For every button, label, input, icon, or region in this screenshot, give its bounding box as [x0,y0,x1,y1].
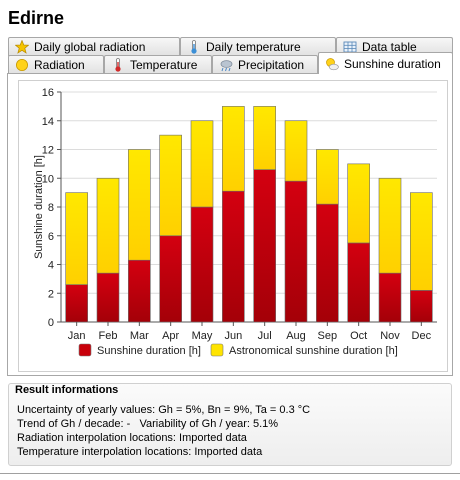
tab-label: Daily temperature [206,40,301,54]
x-tick-label: May [192,330,213,342]
tab-label: Temperature [130,58,198,72]
sunshine-duration-chart: 0 2 4 6 8 10 12 14 16 Sunshine duration [h] Jan Feb… [33,87,437,357]
bar-astronomical-sunshine [190,120,214,208]
y-tick-label: 14 [42,116,54,128]
bar-astronomical-sunshine [316,149,339,205]
tab-daily-global-radiation[interactable]: Daily global radiation [8,37,180,56]
bar-sunshine-duration [96,272,120,323]
sun-icon [15,58,29,72]
tab-label: Radiation [34,58,85,72]
divider [0,473,460,474]
result-title: Result informations [15,384,119,396]
x-tick-label: Jun [224,330,242,342]
y-tick-label: 8 [48,202,54,214]
bar-sunshine-duration [128,259,151,323]
legend-label: Sunshine duration [h] [97,345,201,357]
bar-astronomical-sunshine [378,177,402,274]
bar-sunshine-duration [347,242,370,323]
tab-daily-temperature[interactable]: Daily temperature [180,37,336,56]
bar-sunshine-duration [284,180,308,323]
bar-astronomical-sunshine [96,177,120,274]
x-tick-label: Aug [286,330,306,342]
y-tick-label: 10 [42,173,54,185]
tab-label: Daily global radiation [34,40,146,54]
y-tick-label: 6 [48,231,54,243]
tab-radiation[interactable]: Radiation [8,55,104,74]
y-tick-label: 12 [42,145,54,157]
sun-cloud-icon [325,57,339,71]
tab-precipitation[interactable]: Precipitation [212,55,318,74]
cloud-rain-icon [219,58,233,72]
bar-astronomical-sunshine [222,106,245,192]
x-tick-label: Apr [162,330,179,342]
tab-data-table[interactable]: Data table [336,37,453,56]
y-tick-label: 4 [48,260,54,272]
bar-sunshine-duration [222,190,245,323]
bar-astronomical-sunshine [410,192,433,291]
legend-swatch [210,343,224,357]
bar-sunshine-duration [159,235,182,323]
thermometer-icon [187,40,201,54]
x-tick-label: Nov [380,330,400,342]
result-informations-panel: Result informations Uncertainty of yearl… [8,383,452,466]
legend-swatch [78,343,92,357]
bar-sunshine-duration [378,272,402,323]
bar-sunshine-duration [190,206,214,323]
y-tick-label: 0 [48,317,54,329]
x-tick-label: Jan [68,330,86,342]
tab-label: Precipitation [238,58,305,72]
x-tick-label: Oct [350,330,367,342]
bar-sunshine-duration [253,169,276,323]
result-line-radiation-interp: Radiation interpolation locations: Impor… [17,432,247,444]
thermometer-icon [111,58,125,72]
bar-sunshine-duration [410,290,433,323]
x-tick-label: Dec [412,330,432,342]
bar-astronomical-sunshine [128,149,151,261]
tab-content-panel: 0 2 4 6 8 10 12 14 16 Sunshine duration [h] Jan Feb… [7,73,453,376]
bar-astronomical-sunshine [65,192,88,285]
result-line-uncertainty: Uncertainty of yearly values: Gh = 5%, B… [17,404,311,416]
chart-area: 0 2 4 6 8 10 12 14 16 Sunshine duration [h] Jan Feb… [18,80,448,372]
legend-label: Astronomical sunshine duration [h] [229,345,398,357]
tab-sunshine-duration[interactable]: Sunshine duration [318,52,453,74]
y-axis-title: Sunshine duration [h] [33,155,45,259]
x-tick-label: Sep [318,330,338,342]
result-line-trend: Trend of Gh / decade: - Variability of G… [17,418,279,430]
x-tick-label: Feb [99,330,118,342]
tab-label: Sunshine duration [344,56,441,71]
x-tick-label: Jul [258,330,272,342]
bar-sunshine-duration [65,284,88,323]
bar-astronomical-sunshine [253,106,276,170]
tab-temperature[interactable]: Temperature [104,55,212,74]
y-tick-label: 2 [48,288,54,300]
bar-astronomical-sunshine [347,163,370,244]
result-line-temperature-interp: Temperature interpolation locations: Imp… [17,446,263,458]
star-icon [14,39,30,54]
x-tick-label: Mar [130,330,149,342]
bar-astronomical-sunshine [284,120,308,182]
bar-sunshine-duration [316,203,339,323]
location-title: Edirne [8,8,65,28]
tab-label: Data table [362,40,417,54]
bar-astronomical-sunshine [159,134,182,237]
y-tick-label: 16 [42,87,54,99]
